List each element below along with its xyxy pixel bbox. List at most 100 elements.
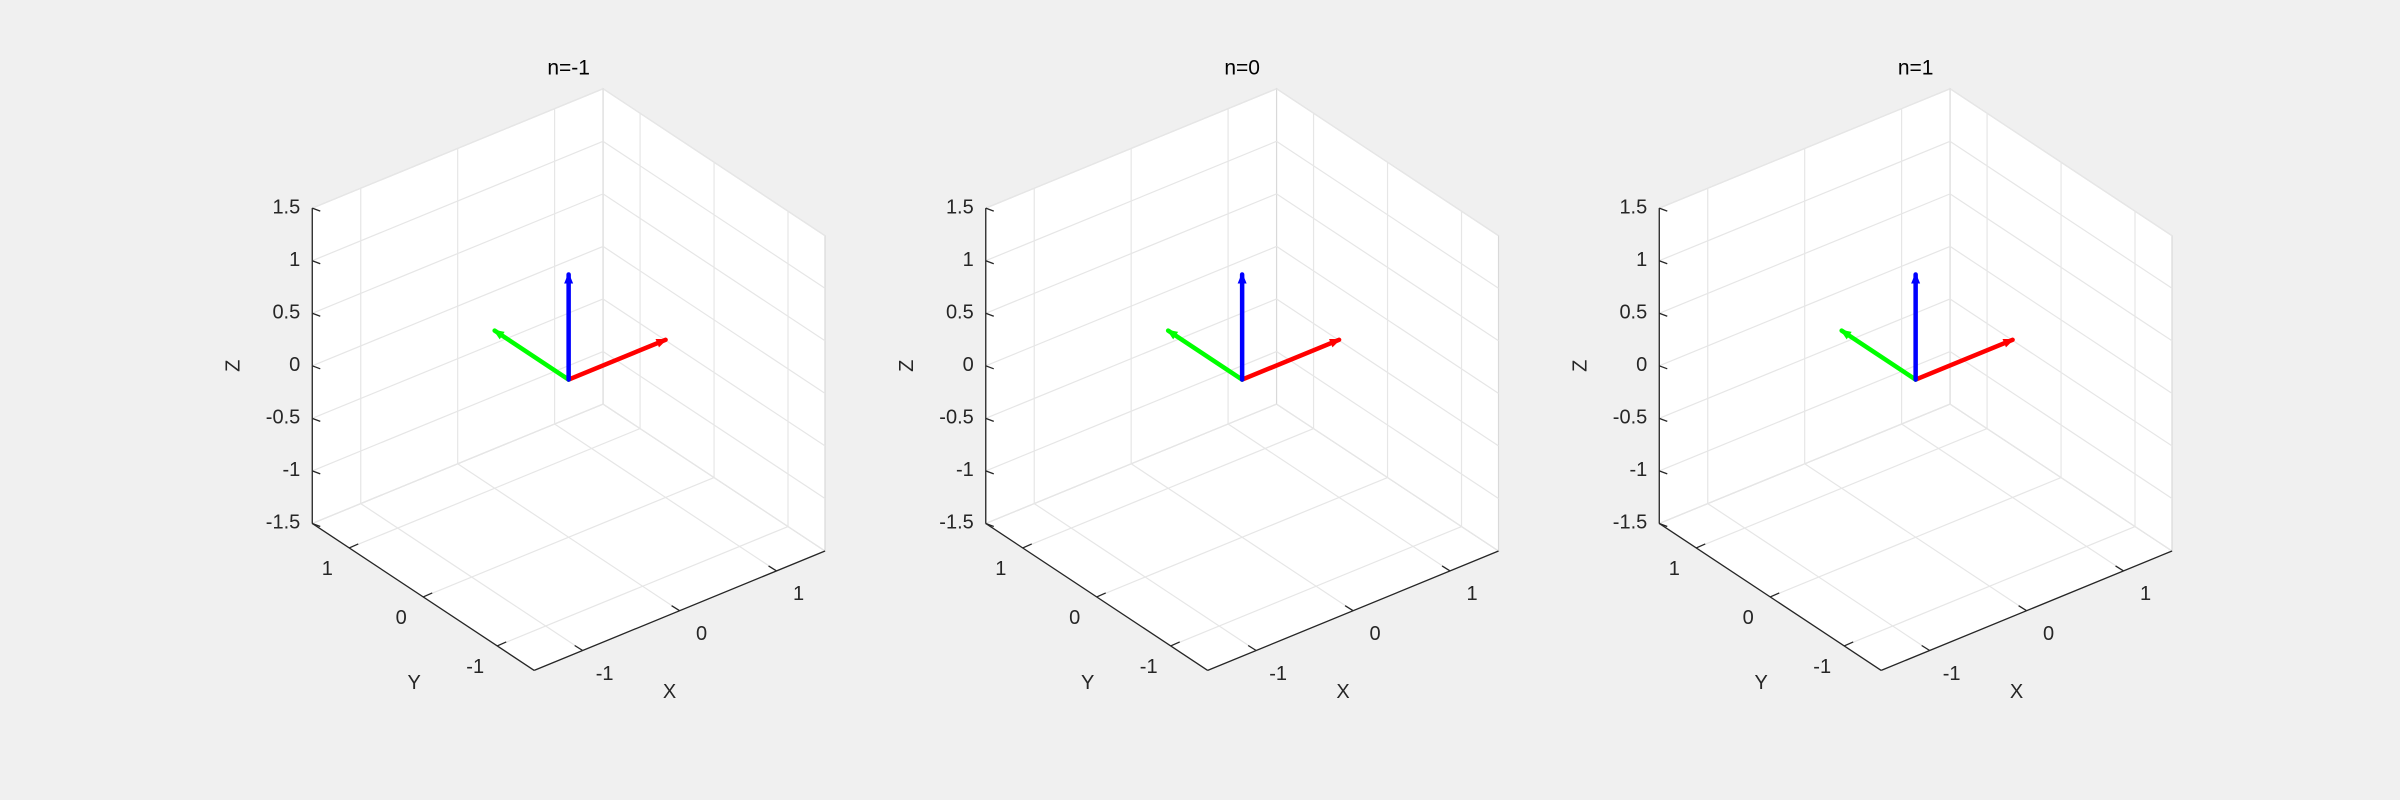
x-tick-label: 0: [1370, 623, 1381, 645]
grid-line: [1949, 88, 2173, 237]
grid-line: [312, 88, 604, 209]
vector-head: [655, 339, 668, 348]
y-tick-label: -1: [1813, 656, 1831, 678]
grid-line: [1659, 245, 1951, 367]
axes-3d: -1.5 -1 -0.5 0 0.5 1 1.5 -1 0 1 -1 0 1 X Y Zn=1: [1570, 56, 2174, 703]
x-tick-label: -1: [1269, 663, 1287, 685]
grid-line: [1696, 428, 1988, 549]
z-tick-label: -1.5: [266, 512, 300, 534]
tick-mark: [422, 592, 433, 598]
z-tick-label: -1.5: [939, 512, 973, 534]
grid-line: [1276, 298, 1499, 447]
grid-line: [1949, 245, 2173, 394]
y-tick-label: 1: [322, 558, 333, 580]
grid-line: [1659, 193, 1951, 314]
z-tick-label: 0: [289, 354, 300, 376]
vector-head: [1839, 329, 1852, 340]
z-axis-label: Z: [223, 360, 245, 372]
vector-head: [564, 272, 574, 284]
grid-line: [1659, 298, 1951, 419]
vector-head: [2002, 339, 2015, 348]
x-tick-label: 1: [1466, 583, 1477, 605]
z-tick-label: -1: [282, 459, 300, 481]
z-tick-label: 1: [1636, 249, 1647, 271]
tick-mark: [671, 605, 680, 612]
z-tick-label: -0.5: [939, 407, 973, 429]
vector: [1239, 337, 1342, 382]
grid-line: [312, 403, 604, 525]
chart-title: n=0: [1224, 56, 1260, 79]
z-tick-label: 0: [963, 354, 974, 376]
vector: [492, 328, 571, 382]
x-axis-label: X: [1336, 681, 1349, 703]
grid-line: [985, 245, 1277, 367]
tick-mark: [1659, 260, 1668, 265]
tick-mark: [312, 417, 321, 422]
z-axis-label: Z: [896, 360, 918, 372]
grid-line: [1659, 88, 1951, 209]
z-tick-label: 0: [1636, 354, 1647, 376]
tick-mark: [312, 207, 321, 212]
tick-mark: [1096, 592, 1106, 598]
grid-line: [496, 525, 789, 647]
z-tick-label: -0.5: [266, 407, 300, 429]
y-axis-label: Y: [1755, 672, 1768, 694]
x-tick-label: 1: [2140, 583, 2151, 605]
grid-line: [985, 88, 1277, 209]
tick-mark: [1659, 522, 1668, 528]
grid-line: [1096, 476, 1388, 598]
x-tick-label: 1: [793, 583, 804, 605]
vector: [1913, 337, 2015, 382]
vector-head: [1329, 339, 1341, 348]
tick-mark: [312, 470, 321, 475]
grid-line: [1276, 193, 1499, 342]
tick-mark: [1695, 543, 1706, 549]
grid-line: [602, 403, 826, 552]
vector: [1165, 328, 1245, 382]
vector-head: [1237, 272, 1247, 284]
axes-3d: -1.5 -1 -0.5 0 0.5 1 1.5 -1 0 1 -1 0 1 X Y Zn=-1: [223, 56, 827, 703]
grid-line: [1276, 140, 1499, 289]
grid-line: [602, 88, 826, 237]
z-tick-label: -1.5: [1613, 512, 1647, 534]
z-tick-label: 1.5: [272, 196, 300, 218]
tick-mark: [1170, 641, 1180, 647]
x-tick-label: 0: [2043, 623, 2054, 645]
tick-mark: [1659, 207, 1668, 212]
tick-mark: [985, 522, 994, 528]
tick-mark: [1659, 312, 1668, 317]
tick-mark: [2115, 565, 2124, 572]
tick-mark: [348, 543, 359, 549]
grid-line: [1659, 403, 1951, 525]
tick-mark: [574, 644, 584, 652]
grid-line: [1949, 403, 2173, 552]
grid-line: [1276, 88, 1499, 237]
grid-line: [985, 298, 1277, 419]
vector: [1839, 328, 1918, 382]
tick-mark: [985, 312, 994, 317]
y-axis-label: Y: [408, 672, 421, 694]
grid-line: [1949, 140, 2173, 289]
tick-mark: [985, 207, 994, 212]
tick-mark: [768, 565, 777, 572]
y-tick-label: 0: [1743, 607, 1754, 629]
tick-mark: [1247, 644, 1257, 652]
tick-mark: [312, 260, 321, 265]
tick-mark: [1769, 592, 1780, 598]
grid-line: [312, 140, 604, 262]
tick-mark: [985, 365, 994, 370]
z-axis-label: Z: [1570, 360, 1592, 372]
grid-line: [985, 193, 1277, 314]
y-tick-label: 0: [1069, 607, 1080, 629]
grid-line: [602, 351, 826, 499]
y-tick-label: 1: [1669, 558, 1680, 580]
grid-line: [602, 298, 826, 447]
x-tick-label: 0: [696, 623, 707, 645]
z-tick-label: 1.5: [1619, 196, 1647, 218]
grid-line: [1170, 525, 1462, 647]
tick-mark: [312, 522, 321, 528]
z-tick-label: -0.5: [1613, 407, 1647, 429]
grid-line: [602, 140, 826, 289]
